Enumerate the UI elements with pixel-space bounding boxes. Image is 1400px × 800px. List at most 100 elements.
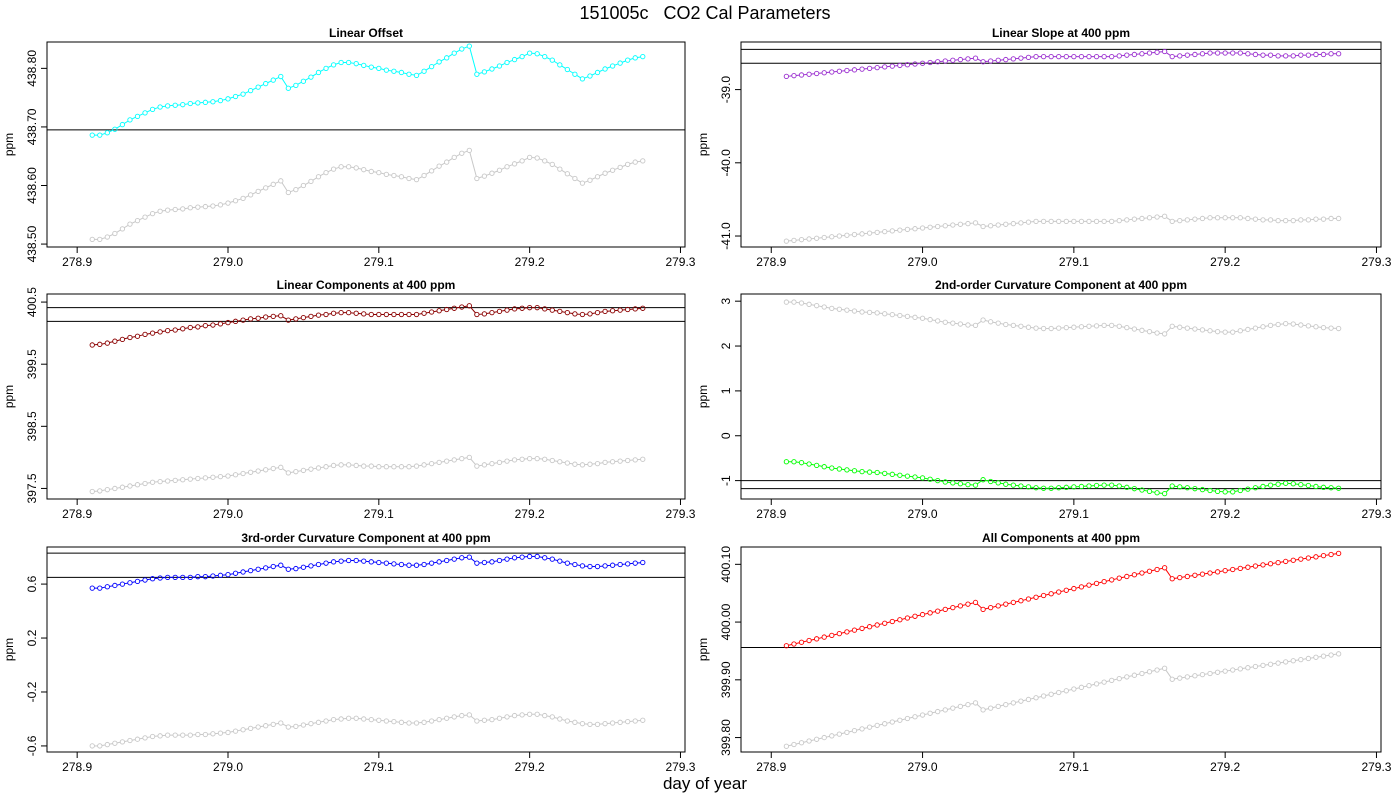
data-series-point [1335,550,1342,557]
data-series-point [165,574,171,580]
data-series-point [942,58,948,64]
data-series-point [1048,485,1054,491]
data-series-point [255,315,261,321]
data-series-segment [237,94,242,97]
data-series-point [247,87,254,94]
data-series-point [330,310,337,316]
data-series-segment [811,463,815,466]
data-series-point [496,557,503,564]
data-series-segment [924,612,928,615]
data-series-point [1101,578,1107,585]
reference-series-point [353,462,359,469]
data-series-segment [508,59,513,63]
data-series-point [806,637,812,644]
reference-series-segment [523,157,528,161]
data-series-segment [554,559,558,562]
reference-series-segment [101,744,106,747]
data-series-segment [561,561,566,564]
data-series-point [1101,53,1107,60]
reference-series-segment [501,167,506,170]
reference-series-segment [281,182,288,191]
reference-series-segment [365,169,370,172]
data-series-point [557,308,563,315]
data-series-point [119,121,126,128]
data-series-segment [577,564,581,566]
data-series-point [897,62,903,69]
data-series-point [142,110,148,116]
data-series-point [617,561,623,568]
data-series-point [97,132,103,138]
data-series-segment [841,631,845,634]
data-series-point [157,575,163,581]
data-series-segment [977,58,982,62]
data-series-point [798,460,805,466]
reference-series-segment [252,191,257,195]
data-series-point [383,560,390,566]
reference-series-segment [901,718,906,721]
reference-series-point [534,711,540,717]
data-series-point [330,62,337,68]
reference-series-point [1154,330,1160,336]
reference-series-segment [924,713,928,716]
reference-series-point [587,461,593,467]
data-series-point [1146,50,1153,56]
reference-series-point [89,236,95,243]
data-series-point [1267,561,1274,567]
reference-series-point [1320,653,1327,659]
reference-series-point [353,165,359,171]
reference-series-point [579,462,586,468]
data-series-point [821,70,827,76]
chart-panel-4: 2nd-order Curvature Component at 400 ppm… [696,278,1392,521]
reference-series-point [1252,216,1259,222]
reference-series-point [1222,668,1228,674]
data-series-point [157,329,163,335]
reference-series-point [1139,215,1145,222]
reference-series-point [376,169,382,176]
reference-series-segment [629,162,634,165]
reference-series-point [889,719,895,725]
reference-series-point [1305,323,1312,329]
data-series-point [549,556,555,562]
reference-series-point [935,708,941,715]
data-series-point [912,474,918,480]
data-series-point [632,306,638,312]
data-series-segment [469,48,477,73]
data-series-point [1040,485,1047,491]
reference-series-point [225,473,231,479]
data-series-point [602,66,608,72]
data-series-point [89,342,95,348]
reference-series-segment [788,744,792,747]
reference-series-point [481,173,488,179]
data-series-point [980,477,986,483]
data-series-point [195,324,201,330]
data-series-point [1320,484,1327,490]
reference-series-point [844,232,850,238]
data-series-point [232,318,239,324]
reference-series-point [383,171,390,178]
reference-series-segment [237,198,242,201]
reference-series-point [119,484,126,490]
data-series-segment [313,564,317,566]
y-axis-label: ppm [2,385,16,408]
data-series-point [866,624,873,630]
reference-series-point [874,310,880,316]
reference-series-segment [970,702,974,705]
data-series-point [180,574,186,580]
data-series-point [496,63,503,69]
data-series-point [398,311,405,318]
data-series-point [1184,573,1190,580]
y-tick-label: 0.2 [25,629,39,646]
data-series-segment [985,607,989,610]
reference-series-point [919,315,926,321]
reference-series-point [127,737,133,744]
data-series-point [278,562,284,568]
data-series-point [330,559,337,565]
reference-series-segment [516,161,521,164]
data-series-segment [501,63,506,66]
data-series-segment [275,77,279,80]
reference-series-segment [260,188,264,191]
data-series-point [1192,51,1198,58]
y-tick-label: 438.60 [25,167,39,204]
reference-series-point [851,308,858,314]
reference-series-point [1305,655,1312,662]
